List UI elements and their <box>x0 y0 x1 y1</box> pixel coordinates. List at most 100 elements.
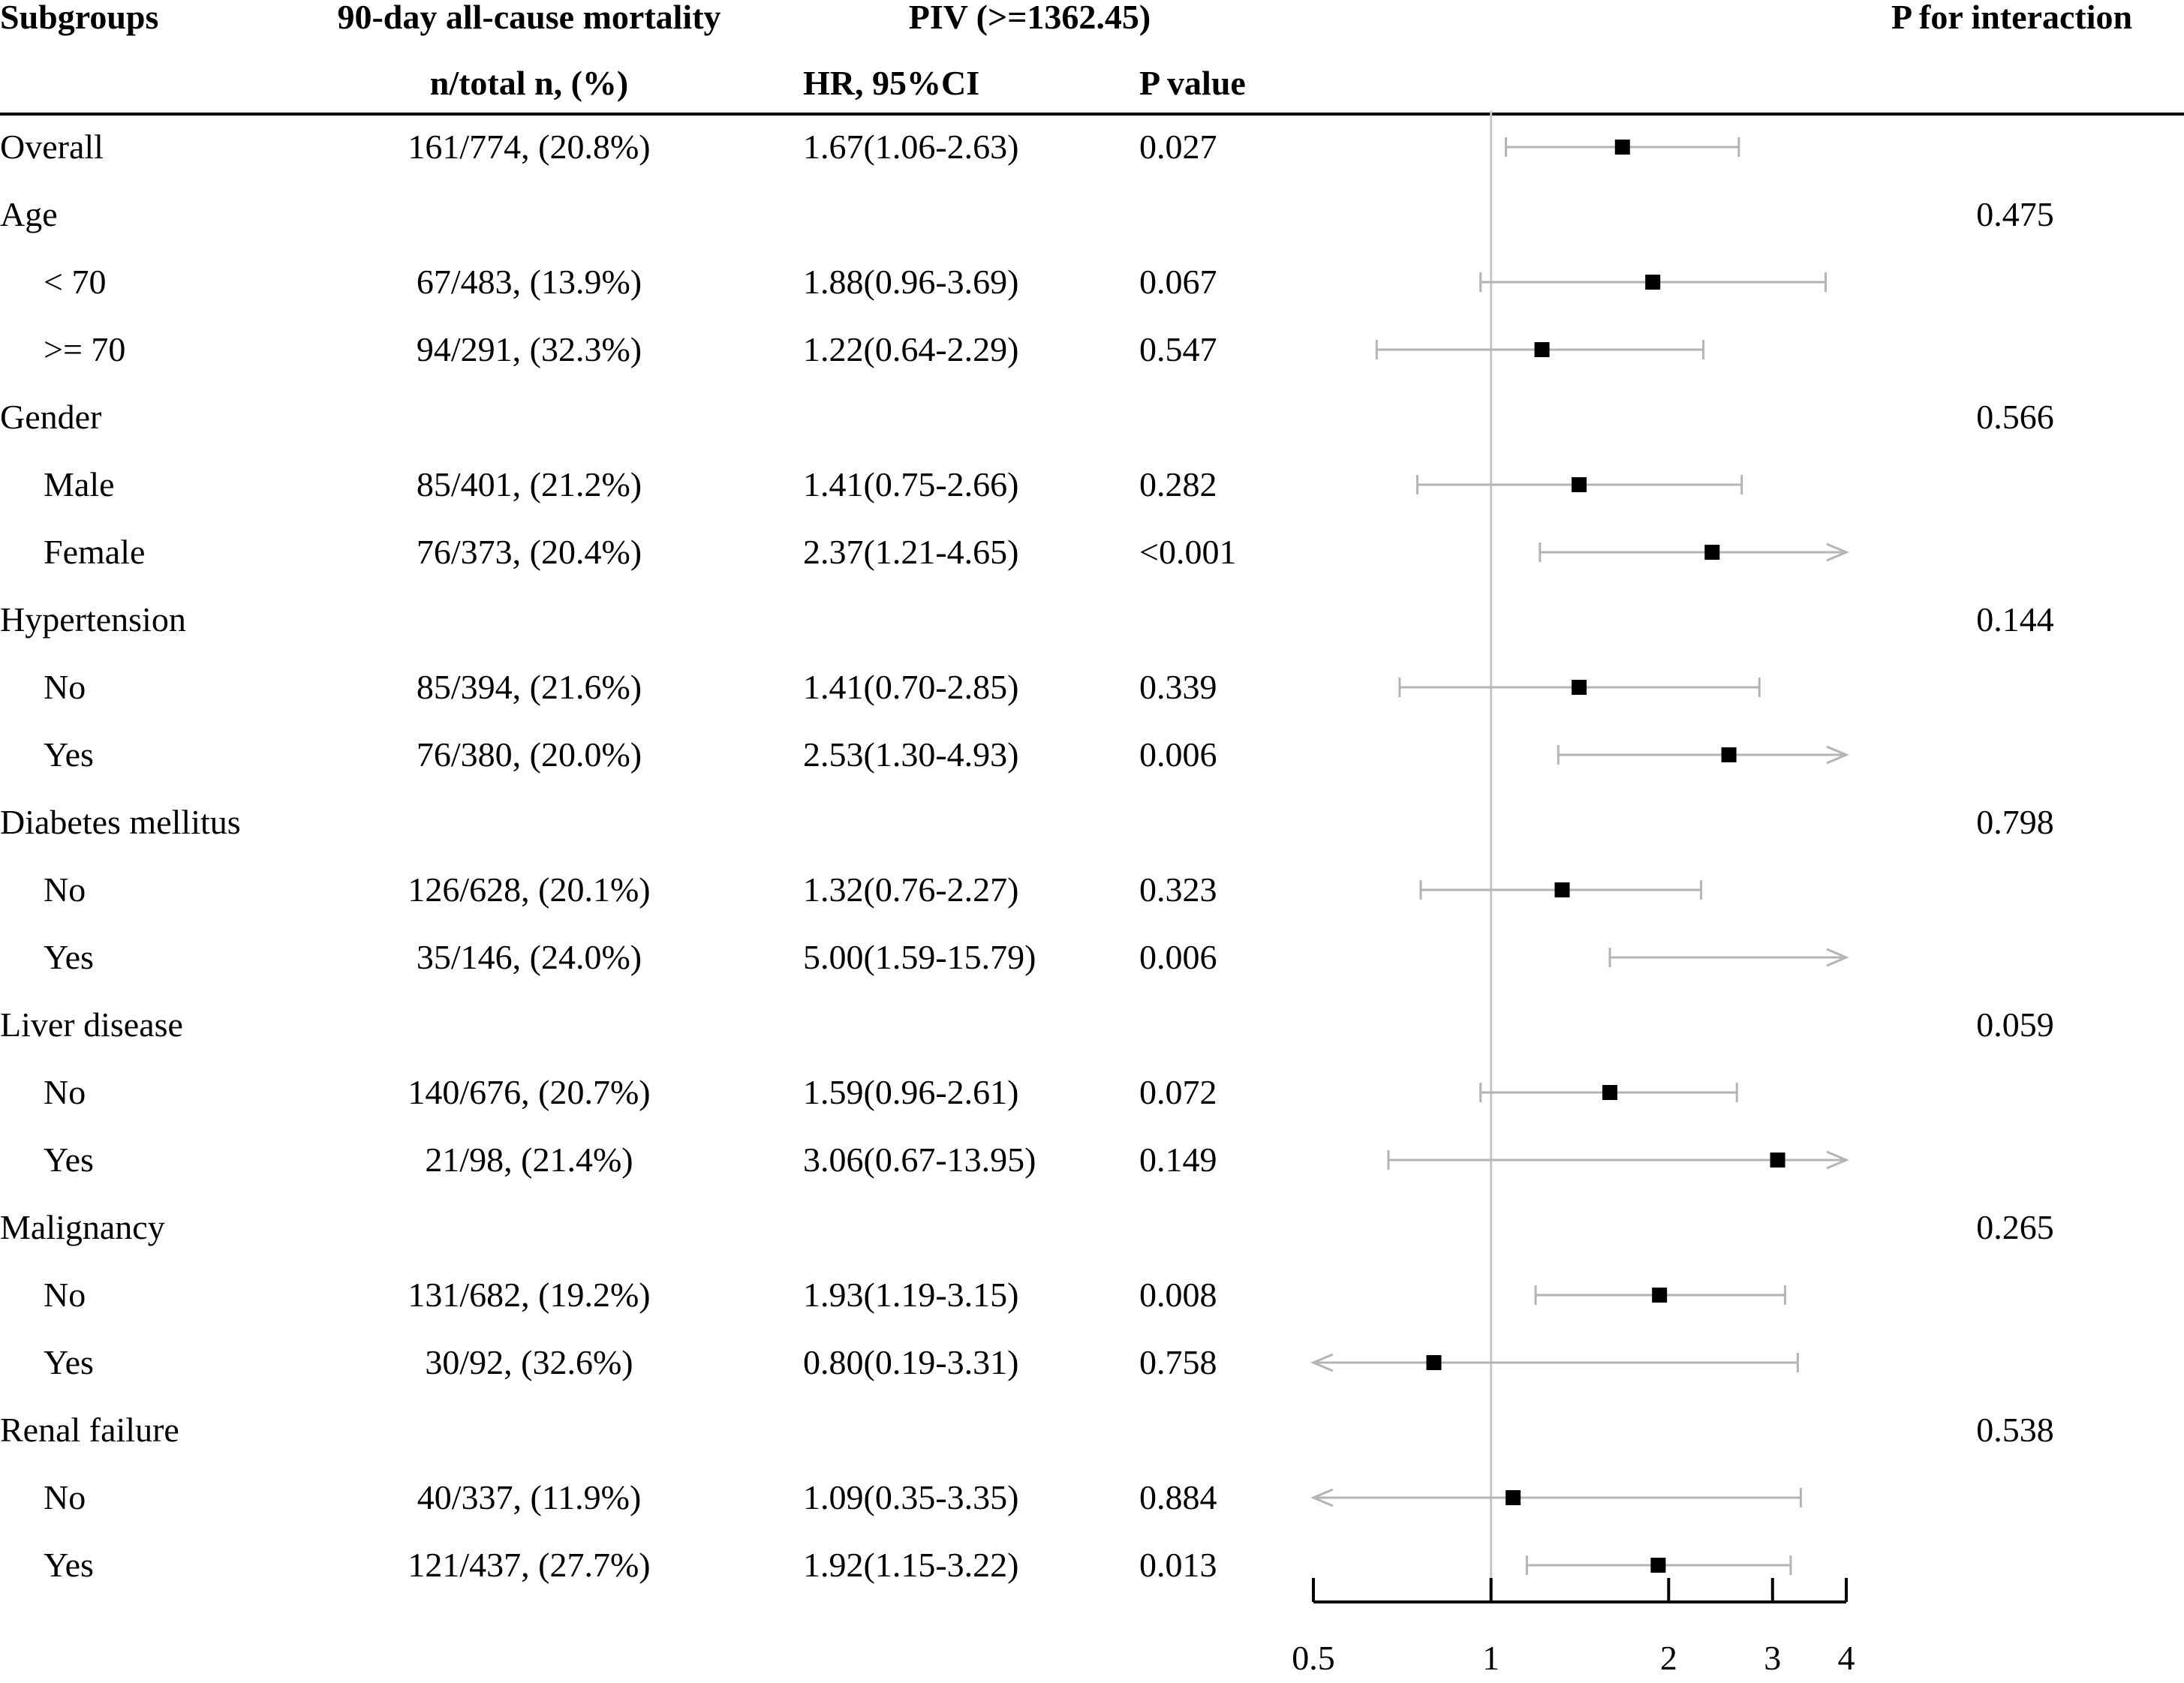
row-label: No <box>44 1478 86 1516</box>
row-label: No <box>44 870 86 909</box>
hr-point <box>1770 1153 1785 1168</box>
row-p-value: 0.884 <box>1139 1478 1217 1516</box>
row-label: Yes <box>44 1546 94 1584</box>
hr-point <box>1554 882 1570 897</box>
hr-point <box>1426 1355 1442 1370</box>
row-p-value: 0.282 <box>1139 465 1217 503</box>
ci-arrow-right <box>1826 1150 1849 1170</box>
row-label: Yes <box>44 1141 94 1179</box>
row-label: Gender <box>0 398 102 436</box>
row-p-value: 0.027 <box>1139 128 1217 166</box>
row-label: No <box>44 1073 86 1111</box>
row-p-interaction: 0.475 <box>1976 195 2054 233</box>
row-hr-ci: 2.37(1.21-4.65) <box>803 533 1019 571</box>
row-p-value: <0.001 <box>1139 533 1237 571</box>
row-hr-ci: 1.59(0.96-2.61) <box>803 1073 1019 1111</box>
hr-point <box>1645 275 1661 290</box>
x-tick-label: 2 <box>1660 1639 1677 1677</box>
header-subgroups: Subgroups <box>0 0 159 36</box>
header-p-value: P value <box>1139 64 1246 102</box>
row-label: Yes <box>44 938 94 976</box>
row-n-total: 35/146, (24.0%) <box>416 938 642 976</box>
hr-point <box>1704 545 1720 560</box>
row-p-value: 0.339 <box>1139 668 1217 706</box>
row-hr-ci: 3.06(0.67-13.95) <box>803 1141 1036 1179</box>
row-label: Yes <box>44 1343 94 1381</box>
x-tick-label: 3 <box>1764 1639 1781 1677</box>
row-label: Overall <box>0 128 104 166</box>
row-p-value: 0.547 <box>1139 330 1217 368</box>
row-n-total: 85/394, (21.6%) <box>416 668 642 706</box>
row-p-interaction: 0.538 <box>1976 1411 2054 1449</box>
row-label: Hypertension <box>0 600 186 639</box>
row-n-total: 21/98, (21.4%) <box>425 1141 633 1179</box>
row-label: Malignancy <box>0 1208 165 1246</box>
row-label: Diabetes mellitus <box>0 803 241 841</box>
row-n-total: 126/628, (20.1%) <box>408 870 651 909</box>
row-n-total: 85/401, (21.2%) <box>416 465 642 503</box>
row-hr-ci: 1.88(0.96-3.69) <box>803 263 1019 301</box>
hr-point <box>1652 1288 1668 1303</box>
row-n-total: 30/92, (32.6%) <box>425 1343 633 1381</box>
hr-point <box>1571 680 1587 695</box>
row-p-interaction: 0.059 <box>1976 1005 2054 1044</box>
hr-point <box>1602 1085 1618 1100</box>
row-hr-ci: 2.53(1.30-4.93) <box>803 735 1019 774</box>
row-label: No <box>44 1276 86 1314</box>
row-n-total: 67/483, (13.9%) <box>416 263 642 301</box>
row-n-total: 40/337, (11.9%) <box>417 1478 642 1516</box>
row-label: Age <box>0 195 58 233</box>
hr-point <box>1721 747 1737 762</box>
row-p-value: 0.758 <box>1139 1343 1217 1381</box>
hr-point <box>1506 1490 1521 1505</box>
row-p-value: 0.013 <box>1139 1546 1217 1584</box>
x-tick-label: 0.5 <box>1292 1639 1335 1677</box>
x-tick-label: 4 <box>1838 1639 1855 1677</box>
hr-point <box>1650 1558 1666 1573</box>
header-p-interaction: P for interaction <box>1891 0 2133 36</box>
ci-arrow-left <box>1310 1353 1334 1372</box>
row-p-interaction: 0.798 <box>1976 803 2054 841</box>
header-rule <box>0 113 2184 116</box>
row-hr-ci: 1.92(1.15-3.22) <box>803 1546 1019 1584</box>
row-n-total: 161/774, (20.8%) <box>408 128 651 166</box>
row-label: < 70 <box>44 263 107 301</box>
chart-title: PIV (>=1362.45) <box>908 0 1151 36</box>
row-n-total: 76/380, (20.0%) <box>416 735 642 774</box>
row-label: Male <box>44 465 115 503</box>
row-hr-ci: 5.00(1.59-15.79) <box>803 938 1036 976</box>
row-label: Renal failure <box>0 1411 179 1449</box>
row-p-value: 0.006 <box>1139 735 1217 774</box>
ci-arrow-right <box>1826 745 1849 765</box>
row-hr-ci: 1.32(0.76-2.27) <box>803 870 1019 909</box>
hr-point <box>1571 477 1587 492</box>
row-hr-ci: 1.41(0.70-2.85) <box>803 668 1019 706</box>
row-p-value: 0.008 <box>1139 1276 1217 1314</box>
row-hr-ci: 1.22(0.64-2.29) <box>803 330 1019 368</box>
row-p-value: 0.067 <box>1139 263 1217 301</box>
row-hr-ci: 1.67(1.06-2.63) <box>803 128 1019 166</box>
row-n-total: 76/373, (20.4%) <box>416 533 642 571</box>
row-hr-ci: 0.80(0.19-3.31) <box>803 1343 1019 1381</box>
row-hr-ci: 1.93(1.19-3.15) <box>803 1276 1019 1314</box>
row-p-interaction: 0.144 <box>1976 600 2054 639</box>
row-label: >= 70 <box>44 330 126 368</box>
hr-point <box>1614 140 1630 155</box>
row-label: Female <box>44 533 146 571</box>
row-p-value: 0.006 <box>1139 938 1217 976</box>
row-label: Yes <box>44 735 94 774</box>
row-n-total: 131/682, (19.2%) <box>408 1276 651 1314</box>
row-p-interaction: 0.566 <box>1976 398 2054 436</box>
ci-arrow-right <box>1826 948 1849 967</box>
row-n-total: 140/676, (20.7%) <box>408 1073 651 1111</box>
header-outcome: 90-day all-cause mortality <box>337 0 721 36</box>
row-label: No <box>44 668 86 706</box>
row-p-value: 0.072 <box>1139 1073 1217 1111</box>
row-p-interaction: 0.265 <box>1976 1208 2054 1246</box>
row-p-value: 0.149 <box>1139 1141 1217 1179</box>
row-hr-ci: 1.09(0.35-3.35) <box>803 1478 1019 1516</box>
header-n-total: n/total n, (%) <box>429 64 629 102</box>
hr-point <box>1534 342 1550 357</box>
row-hr-ci: 1.41(0.75-2.66) <box>803 465 1019 503</box>
